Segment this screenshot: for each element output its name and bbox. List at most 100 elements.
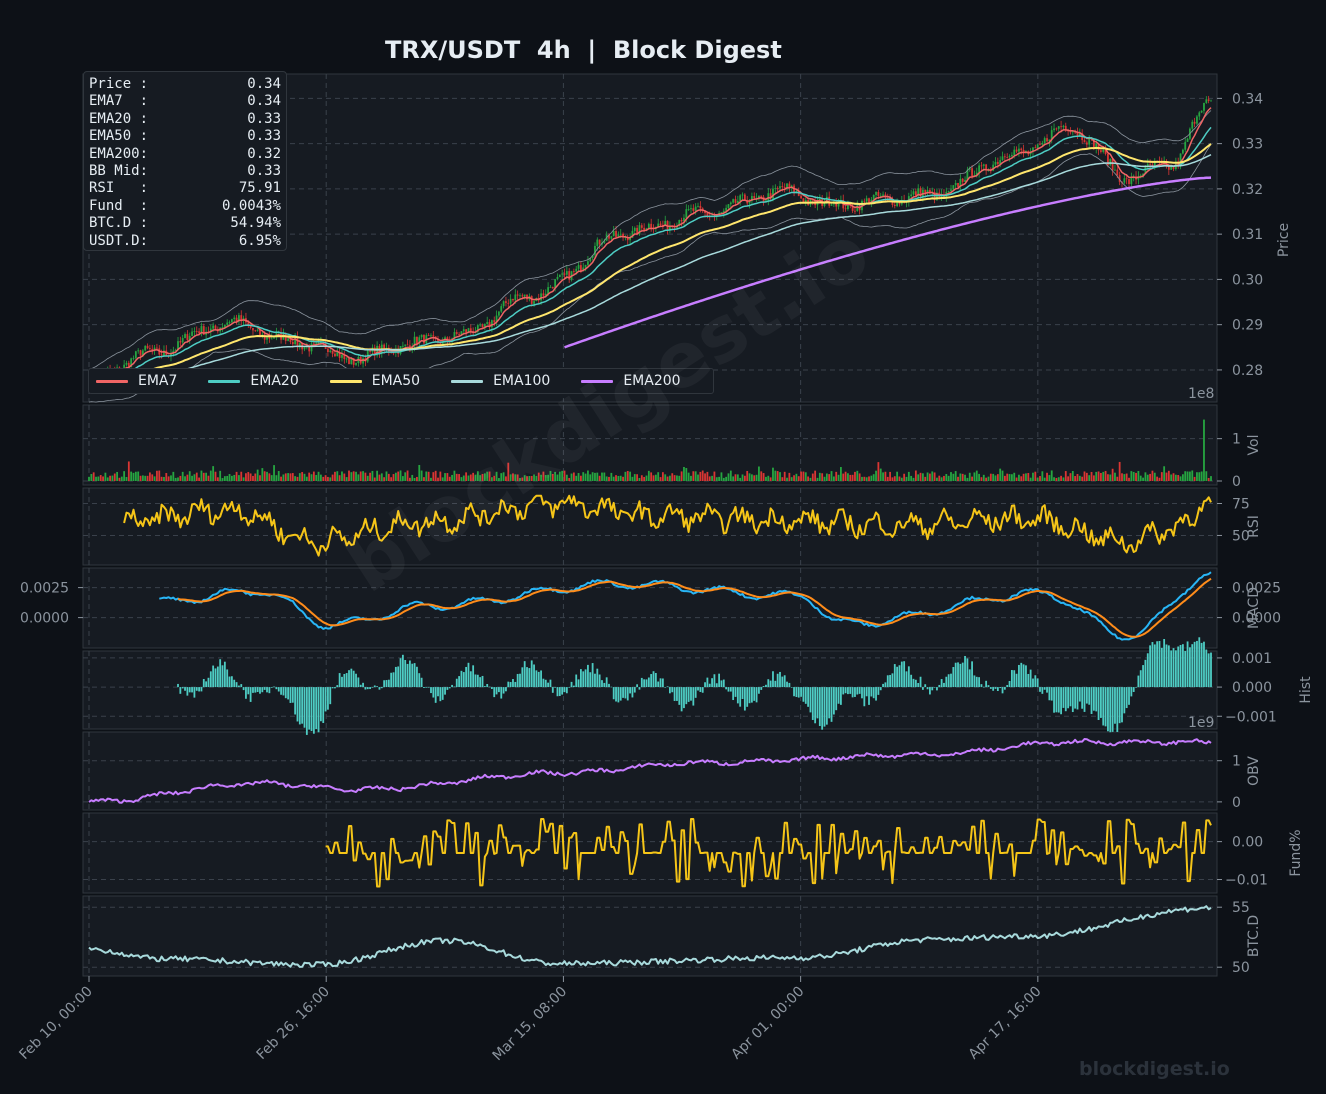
candle-body: [914, 191, 917, 196]
candle-body: [467, 328, 470, 333]
hist-bar: [898, 665, 901, 688]
volume-bar: [125, 476, 128, 481]
hist-bar: [797, 687, 800, 698]
volume-bar: [669, 475, 671, 481]
panel-macd: [82, 567, 1218, 649]
volume-bar: [310, 474, 313, 481]
candle-body: [690, 208, 692, 210]
candle-body: [741, 194, 744, 196]
hist-bar: [858, 687, 861, 694]
candle-body: [444, 337, 446, 340]
hist-bar: [783, 675, 786, 688]
volume-bar: [427, 471, 430, 481]
hist-bar: [994, 687, 997, 689]
hist-bar: [502, 687, 505, 694]
hist-bar: [472, 665, 475, 688]
volume-bar: [720, 472, 723, 481]
volume-bar: [500, 473, 503, 481]
candle-body: [1207, 99, 1210, 101]
candle-body: [706, 213, 709, 217]
hist-bar: [275, 687, 278, 690]
hist-bar: [807, 687, 810, 707]
volume-bar: [823, 476, 826, 481]
candle-body: [952, 185, 955, 190]
hist-bar: [1055, 687, 1058, 713]
candle-body: [338, 352, 341, 358]
hist-bar: [369, 687, 371, 690]
hist-bar: [809, 687, 812, 713]
hist-bar: [498, 687, 500, 693]
volume-bar: [116, 471, 119, 481]
candle-body: [181, 338, 184, 343]
candle-body: [1057, 126, 1060, 129]
volume-bar: [214, 471, 217, 481]
candle-body: [870, 199, 873, 203]
hist-bar: [364, 687, 367, 690]
hist-bar: [793, 687, 795, 697]
volume-bar: [1025, 473, 1027, 481]
hist-bar: [1050, 687, 1053, 701]
volume-bar: [458, 474, 460, 481]
hist-bar: [1076, 687, 1079, 710]
volume-bar: [1121, 473, 1123, 481]
candle-body: [959, 178, 962, 187]
candle-body: [596, 239, 599, 246]
watermark-corner: blockdigest.io: [1079, 1058, 1230, 1080]
legend-ema20: EMA20: [208, 373, 299, 389]
candle-body: [856, 205, 859, 212]
hist-bar: [661, 678, 664, 688]
candle-body: [202, 326, 205, 335]
hist-bar: [840, 687, 842, 705]
hist-bar: [409, 660, 411, 688]
volume-bar: [863, 476, 866, 481]
hist-bar: [844, 687, 847, 694]
hist-bar: [327, 687, 329, 710]
volume-bar: [1153, 472, 1156, 481]
candle-body: [505, 301, 507, 303]
candle-body: [1128, 179, 1130, 184]
volume-bar: [1146, 474, 1149, 481]
volume-bar: [441, 477, 444, 481]
candle-body: [298, 343, 301, 346]
volume-bar: [399, 470, 402, 481]
candle-body: [151, 348, 154, 351]
hist-bar: [355, 673, 357, 688]
candle-body: [1078, 133, 1081, 136]
volume-bar: [746, 470, 749, 481]
hist-bar: [776, 673, 779, 688]
candle-body: [1130, 177, 1133, 184]
hist-bar: [413, 663, 416, 688]
hist-bar: [1165, 644, 1168, 688]
panel-volume: [82, 404, 1218, 486]
candle-body: [631, 230, 634, 238]
ema50-line: [135, 143, 1212, 377]
hist-bar: [584, 669, 587, 688]
volume-bar: [802, 471, 805, 481]
info-row-fund: Fund :0.0043%: [89, 197, 281, 214]
volume-bar: [1137, 471, 1140, 481]
volume-bar: [277, 471, 280, 481]
hist-bar: [863, 687, 866, 707]
volume-bar: [394, 472, 397, 481]
hist-bar: [910, 674, 913, 688]
volume-bar: [1116, 476, 1119, 481]
hist-bar: [1053, 687, 1055, 713]
volume-bar: [659, 477, 662, 481]
hist-bar: [1203, 641, 1205, 688]
volume-bar: [488, 471, 491, 481]
volume-bar: [940, 477, 943, 481]
volume-bar: [847, 473, 849, 481]
volume-bar: [825, 473, 828, 481]
hist-bar: [814, 687, 817, 724]
volume-bar: [240, 471, 243, 481]
volume-bar: [1020, 476, 1023, 481]
candle-body: [352, 358, 355, 365]
hist-bar: [673, 687, 676, 701]
ema-legend: EMA7 EMA20 EMA50 EMA100 EMA200: [88, 368, 714, 394]
candle-body: [722, 210, 725, 213]
candle-body: [179, 341, 182, 343]
volume-bar: [1177, 474, 1180, 481]
hist-bar: [729, 687, 732, 692]
hist-bar: [626, 687, 629, 701]
candle-body: [704, 210, 706, 214]
